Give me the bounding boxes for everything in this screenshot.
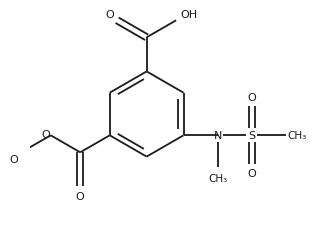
Text: O: O	[105, 10, 114, 19]
Text: O: O	[247, 169, 256, 178]
Text: CH₃: CH₃	[208, 174, 227, 184]
Text: S: S	[248, 131, 255, 141]
Text: O: O	[247, 93, 256, 103]
Text: CH₃: CH₃	[288, 131, 307, 141]
Text: OH: OH	[181, 10, 198, 19]
Text: O: O	[9, 154, 18, 164]
Text: N: N	[213, 131, 222, 141]
Text: O: O	[76, 191, 85, 201]
Text: O: O	[41, 130, 50, 139]
